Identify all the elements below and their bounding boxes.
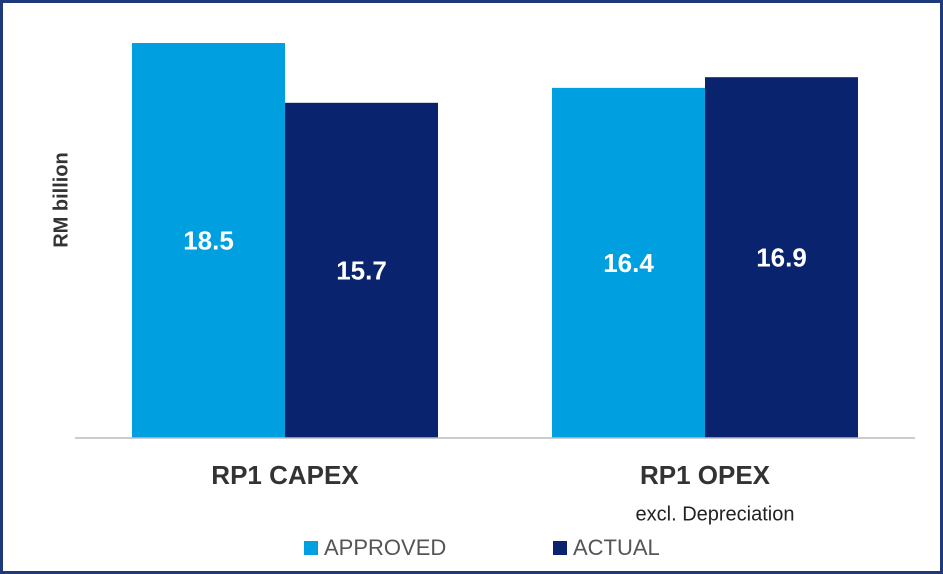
bar [705, 77, 858, 438]
bar [285, 102, 438, 439]
data-label: 16.9 [756, 242, 807, 272]
x-tick-label: RP1 CAPEX [211, 460, 359, 490]
data-label: 16.4 [603, 248, 654, 278]
data-label: 18.5 [183, 225, 234, 255]
bar [552, 87, 705, 439]
bar [132, 43, 285, 439]
x-tick-note: excl. Depreciation [636, 503, 795, 525]
data-label: 15.7 [336, 255, 387, 285]
y-axis-label: RM billion [50, 152, 72, 248]
x-tick-label: RP1 OPEX [640, 460, 771, 490]
legend-swatch [553, 541, 567, 555]
legend-label: APPROVED [324, 535, 446, 560]
legend-swatch [304, 541, 318, 555]
legend-label: ACTUAL [573, 535, 660, 560]
